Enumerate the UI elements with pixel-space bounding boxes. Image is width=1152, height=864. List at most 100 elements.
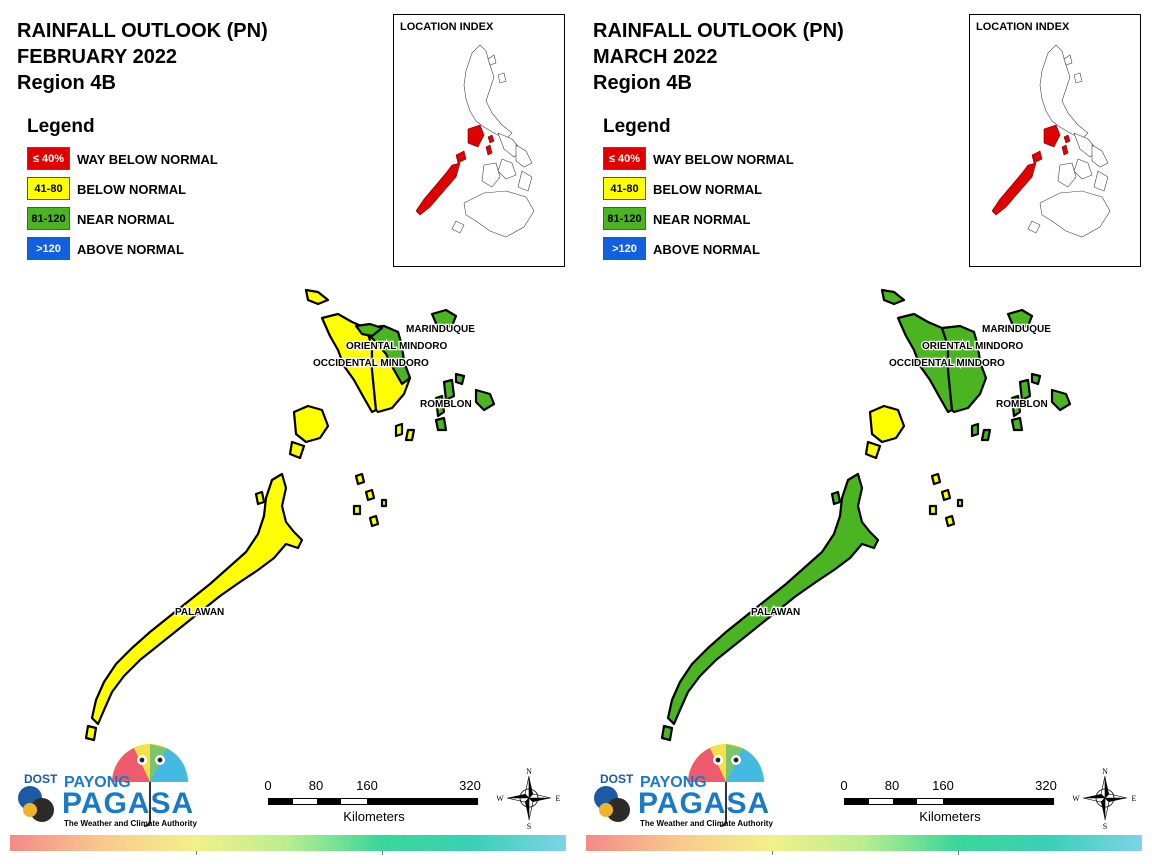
legend-swatch: 41-80 xyxy=(603,177,646,200)
marinduque-label: MARINDUQUE xyxy=(406,324,475,335)
location-index-inset: LOCATION INDEX xyxy=(393,14,565,267)
region-4b-map: MARINDUQUE ORIENTAL MINDORO OCCIDENTAL M… xyxy=(660,288,1072,742)
occidental-mindoro-label: OCCIDENTAL MINDORO xyxy=(889,358,1005,369)
legend-item-above-normal: >120 ABOVE NORMAL xyxy=(603,237,760,267)
pagasa-label: PAGASA xyxy=(62,787,195,820)
title-line-1: RAINFALL OUTLOOK (PN) xyxy=(593,20,844,42)
calamian-island-2 xyxy=(864,440,882,460)
scale-tick-160: 160 xyxy=(932,778,954,793)
payong-label: PAYONG xyxy=(64,774,131,791)
scale-tick-80: 80 xyxy=(308,778,324,793)
romblon-island-3 xyxy=(1010,394,1022,418)
compass-e: E xyxy=(1132,794,1137,803)
marinduque-region xyxy=(430,308,458,330)
compass-w: W xyxy=(497,794,504,803)
map-title: RAINFALL OUTLOOK (PN) MARCH 2022 Region … xyxy=(593,18,844,96)
philippines-locator-map xyxy=(415,44,535,238)
philippines-locator-map xyxy=(991,44,1111,238)
scale-bar: 0 80 160 320 Kilometers xyxy=(263,778,485,828)
rainbow-strip xyxy=(10,835,566,851)
legend-swatch: 81-120 xyxy=(603,207,646,230)
umbrella-logo-icon xyxy=(18,744,188,827)
legend-item-below-normal: 41-80 BELOW NORMAL xyxy=(603,177,762,207)
scale-bar: 0 80 160 320 Kilometers xyxy=(839,778,1061,828)
legend-item-way-below-normal: ≤ 40% WAY BELOW NORMAL xyxy=(603,147,794,177)
outlook-panel-february: RAINFALL OUTLOOK (PN) FEBRUARY 2022 Regi… xyxy=(10,14,566,855)
map-title: RAINFALL OUTLOOK (PN) FEBRUARY 2022 Regi… xyxy=(17,18,268,96)
scale-tick-80: 80 xyxy=(884,778,900,793)
lubang-island xyxy=(880,288,906,306)
mindoro-east-band xyxy=(364,324,412,386)
dost-label: DOST xyxy=(24,772,58,786)
scale-unit-label: Kilometers xyxy=(919,809,981,824)
calamian-island-2 xyxy=(288,440,306,460)
scale-tick-0: 0 xyxy=(840,778,848,793)
romblon-island-2 xyxy=(1018,378,1032,402)
pagasa-tagline: The Weather and Climate Authority xyxy=(64,819,197,828)
location-index-inset: LOCATION INDEX xyxy=(969,14,1141,267)
compass-rose-icon: N S E W xyxy=(496,767,561,831)
compass-n: N xyxy=(1102,767,1108,776)
compass-e: E xyxy=(556,794,561,803)
legend-swatch: ≤ 40% xyxy=(603,147,646,170)
rainbow-strip xyxy=(586,835,1142,851)
north-arrow-compass: N S E W xyxy=(1072,765,1137,831)
oriental-mindoro-label: ORIENTAL MINDORO xyxy=(922,341,1024,352)
umbrella-logo-icon xyxy=(594,744,764,827)
compass-rose-icon: N S E W xyxy=(1072,767,1137,831)
palawan-region xyxy=(666,472,880,726)
title-line-3: Region 4B xyxy=(593,72,692,94)
scale-tick-320: 320 xyxy=(459,778,481,793)
legend-swatch: 81-120 xyxy=(27,207,70,230)
scale-unit-label: Kilometers xyxy=(343,809,405,824)
romblon-island-4 xyxy=(1030,372,1042,386)
legend-item-near-normal: 81-120 NEAR NORMAL xyxy=(603,207,751,237)
legend-label: ABOVE NORMAL xyxy=(77,242,184,257)
outlook-panel-march: RAINFALL OUTLOOK (PN) MARCH 2022 Region … xyxy=(576,0,1152,864)
scale-bar-graphic xyxy=(268,798,478,805)
dost-label: DOST xyxy=(600,772,634,786)
marinduque-region xyxy=(1006,308,1034,330)
legend-swatch: 41-80 xyxy=(27,177,70,200)
calamian-islands xyxy=(292,404,330,444)
calamian-islands xyxy=(868,404,906,444)
pagasa-tagline: The Weather and Climate Authority xyxy=(640,819,773,828)
romblon-island-4 xyxy=(454,372,466,386)
oriental-mindoro-label: ORIENTAL MINDORO xyxy=(346,341,448,352)
scale-tick-320: 320 xyxy=(1035,778,1057,793)
romblon-island-2 xyxy=(442,378,456,402)
legend-label: NEAR NORMAL xyxy=(653,212,751,227)
compass-s: S xyxy=(527,822,531,831)
occidental-mindoro-label: OCCIDENTAL MINDORO xyxy=(313,358,429,369)
pagasa-logo: DOST PAYONG PAGASA The Weather and Clima… xyxy=(16,740,197,832)
palawan-label: PALAWAN xyxy=(175,607,224,618)
scale-tick-160: 160 xyxy=(356,778,378,793)
legend-label: WAY BELOW NORMAL xyxy=(77,152,218,167)
scale-bar-graphic xyxy=(844,798,1054,805)
title-line-3: Region 4B xyxy=(17,72,116,94)
romblon-region xyxy=(1050,388,1072,412)
palawan-region xyxy=(90,472,304,726)
legend-label: BELOW NORMAL xyxy=(77,182,187,197)
oriental-mindoro-region xyxy=(940,324,988,414)
palawan-label: PALAWAN xyxy=(751,607,800,618)
romblon-label: ROMBLON xyxy=(420,399,472,410)
romblon-island-5 xyxy=(434,416,448,432)
legend-swatch: ≤ 40% xyxy=(27,147,70,170)
legend: Legend ≤ 40% WAY BELOW NORMAL 41-80 BELO… xyxy=(27,116,218,267)
legend-label: ABOVE NORMAL xyxy=(653,242,760,257)
scale-tick-0: 0 xyxy=(264,778,272,793)
compass-s: S xyxy=(1103,822,1107,831)
location-index-title: LOCATION INDEX xyxy=(976,21,1070,33)
title-line-1: RAINFALL OUTLOOK (PN) xyxy=(17,20,268,42)
legend-item-way-below-normal: ≤ 40% WAY BELOW NORMAL xyxy=(27,147,218,177)
compass-n: N xyxy=(526,767,532,776)
payong-label: PAYONG xyxy=(640,774,707,791)
legend-title: Legend xyxy=(27,116,95,137)
lubang-island xyxy=(304,288,330,306)
mindoro-north-band xyxy=(354,322,384,338)
pagasa-label: PAGASA xyxy=(638,787,771,820)
region-4b-map: MARINDUQUE ORIENTAL MINDORO OCCIDENTAL M… xyxy=(84,288,496,742)
legend-label: NEAR NORMAL xyxy=(77,212,175,227)
legend-label: WAY BELOW NORMAL xyxy=(653,152,794,167)
